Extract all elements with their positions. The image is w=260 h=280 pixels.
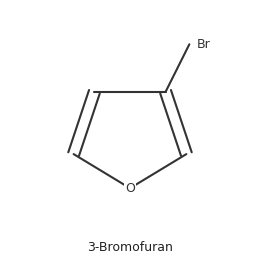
Text: Br: Br bbox=[197, 38, 211, 51]
Text: O: O bbox=[125, 182, 135, 195]
Text: 3-Bromofuran: 3-Bromofuran bbox=[87, 241, 173, 254]
